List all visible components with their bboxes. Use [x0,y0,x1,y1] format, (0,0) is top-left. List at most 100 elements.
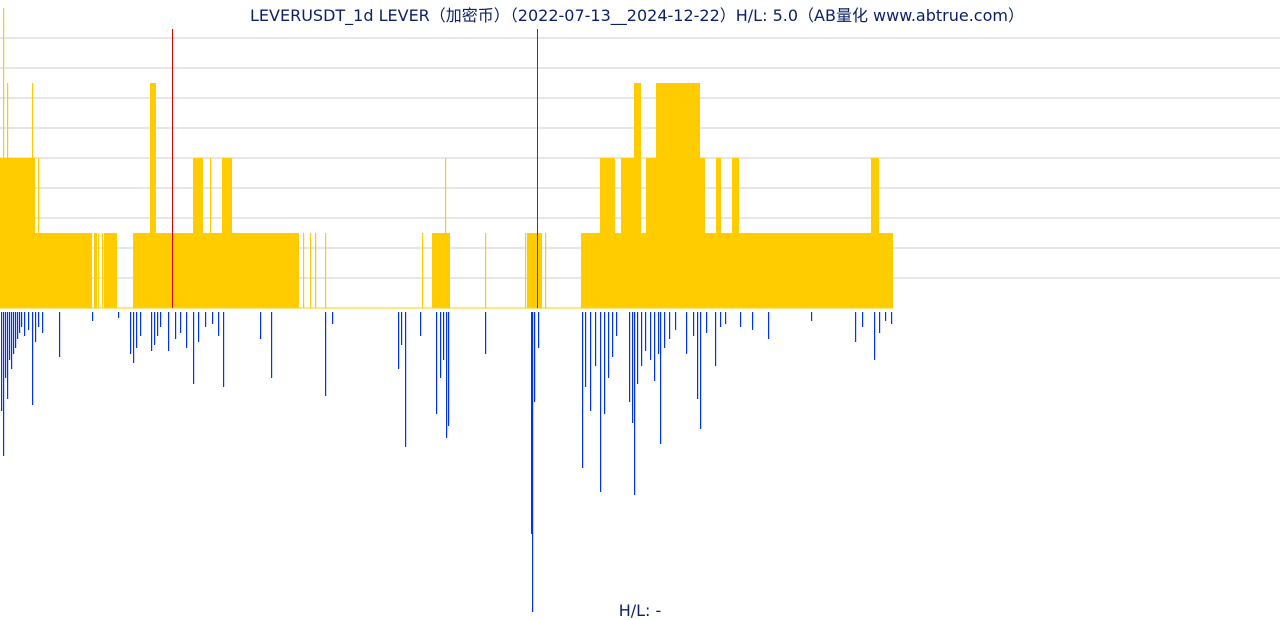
chart-title: LEVERUSDT_1d LEVER（加密币）（2022-07-13__2024… [250,6,1024,25]
upper-bar [303,233,305,308]
upper-bar [445,158,447,308]
upper-bar [721,233,732,308]
lower-bar [862,312,864,327]
lower-bar [332,312,334,324]
lower-bar [590,312,592,411]
lower-bar [19,312,21,333]
upper-spike [537,29,538,308]
upper-bar [700,158,705,308]
upper-bar [739,233,871,308]
upper-bar [485,233,487,308]
lower-bar [38,312,40,327]
upper-bar [525,233,527,308]
lower-bar [175,312,177,339]
lower-bar [752,312,754,330]
upper-bar [7,83,9,308]
upper-bar [879,233,893,308]
upper-bar [732,158,739,308]
lower-bar [186,312,188,348]
upper-bar [634,83,641,308]
lower-bar [811,312,813,321]
lower-bar [157,312,159,336]
lower-bar [401,312,403,345]
lower-bar [582,312,584,468]
lower-bar [405,312,407,447]
lower-bar [92,312,94,321]
upper-bar [156,233,193,308]
lower-bar [879,312,881,333]
lower-bar [17,312,19,339]
lower-bar [693,312,695,336]
lower-bar [650,312,652,360]
upper-bar [210,158,212,308]
lower-bar [59,312,61,357]
lower-bar [21,312,23,327]
upper-bar [315,233,317,308]
lower-bar [874,312,876,360]
lower-bar [325,312,327,396]
lower-bar [675,312,677,330]
lower-bar [660,312,662,444]
lower-bar [608,312,610,378]
lower-bar [725,312,727,324]
upper-bar [705,233,716,308]
lower-bar [585,312,587,387]
lower-bar [13,312,15,354]
upper-bar [35,233,92,308]
upper-bar [94,233,97,308]
upper-bar [716,158,721,308]
lower-bar [24,312,26,336]
lower-bar [5,312,7,378]
lower-bar [855,312,857,342]
lower-bar [768,312,770,339]
lower-bar [658,312,660,354]
upper-bar [621,158,634,308]
upper-bar [32,83,34,308]
lower-bar [720,312,722,327]
lower-bar [538,312,540,348]
lower-bar [885,312,887,321]
upper-bar [646,158,656,308]
lower-bar [398,312,400,369]
upper-bar [150,83,156,308]
upper-bar [656,83,700,308]
lower-bar [205,312,207,327]
lower-bar [629,312,631,402]
lower-bar [168,312,170,351]
lower-bar [616,312,618,336]
lower-bar [140,312,142,336]
lower-bar [534,312,536,402]
lower-bar [42,312,44,333]
upper-bar [641,233,646,308]
lower-bar [532,312,534,612]
upper-bar [38,158,40,308]
upper-spikes [172,29,538,308]
upper-bar [545,233,547,308]
lower-bar [212,312,214,324]
upper-bar [3,8,5,308]
lower-bar [669,312,671,339]
lower-bar [446,312,448,438]
upper-bar [615,233,621,308]
lower-bar [700,312,702,429]
upper-bar [422,233,424,308]
lower-bar [641,312,643,366]
lower-bar [637,312,639,384]
lower-bar [686,312,688,354]
upper-bar [527,233,542,308]
upper-bar [432,233,450,308]
upper-bar [0,158,35,308]
upper-bar [310,233,312,308]
lower-bar [11,312,13,369]
lower-bar [600,312,602,492]
lower-bar [151,312,153,351]
lower-bar [1,312,3,411]
lower-bar [35,312,37,342]
upper-bar [104,233,117,308]
lower-bar [180,312,182,333]
upper-bar [98,233,100,308]
lower-bar [485,312,487,354]
upper-bar [102,233,104,308]
lower-bar [654,312,656,381]
